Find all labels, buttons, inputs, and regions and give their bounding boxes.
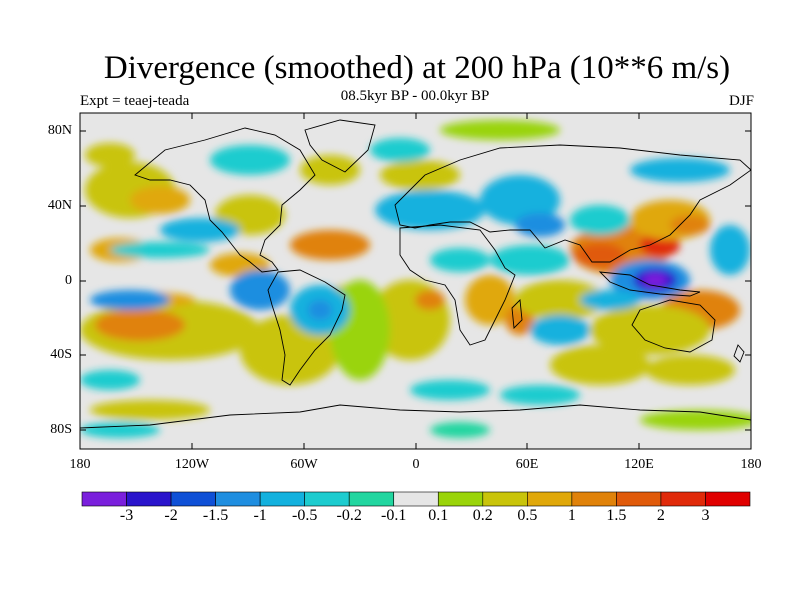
colorbar — [81, 491, 751, 507]
colorbar-label: -2 — [164, 507, 178, 524]
lon-tick-120w: 120W — [174, 457, 210, 472]
map-plot-area — [80, 113, 751, 449]
colorbar-box — [705, 491, 751, 507]
colorbar-label: -1.5 — [202, 507, 229, 524]
lon-tick-180w: 180 — [69, 457, 91, 472]
lat-tick-40S: 40S — [50, 347, 72, 362]
colorbar-box — [482, 491, 528, 507]
colorbar-label: -0.1 — [381, 507, 407, 524]
divergence-field — [80, 120, 751, 438]
colorbar-label: 0.1 — [428, 507, 449, 524]
colorbar-label: 0.2 — [472, 507, 493, 524]
colorbar-box — [170, 491, 216, 507]
colorbar-box — [437, 491, 484, 507]
axis-ticks — [80, 113, 751, 449]
colorbar-box — [259, 491, 305, 507]
colorbar-label: -0.5 — [291, 507, 318, 524]
colorbar-box — [215, 491, 261, 507]
colorbar-label: 2 — [656, 507, 665, 524]
lon-tick-120e: 120E — [624, 457, 654, 472]
season-label: DJF — [728, 93, 754, 109]
colorbar-box — [393, 491, 439, 507]
colorbar-label: 0.5 — [517, 507, 538, 524]
experiment-label: Expt = teaej-teada — [80, 93, 190, 109]
colorbar-box — [660, 491, 706, 507]
lat-tick-0: 0 — [65, 273, 72, 288]
period-label: 08.5kyr BP - 00.0kyr BP — [340, 88, 490, 104]
colorbar-label: 1 — [567, 507, 576, 524]
lat-tick-80N: 80N — [47, 123, 72, 138]
colorbar-label: 1.5 — [606, 507, 627, 524]
lon-tick-60e: 60E — [515, 457, 539, 472]
colorbar-box — [527, 491, 573, 507]
colorbar-label: -3 — [119, 507, 134, 524]
lon-tick-60w: 60W — [290, 457, 318, 472]
colorbar-box — [348, 491, 395, 507]
colorbar-box — [81, 491, 127, 507]
lon-tick-0: 0 — [412, 457, 420, 472]
colorbar-box — [616, 491, 662, 507]
lon-tick-180e: 180 — [740, 457, 762, 472]
lat-tick-80S: 80S — [50, 422, 72, 437]
plot-title: Divergence (smoothed) at 200 hPa (10**6 … — [103, 50, 731, 86]
colorbar-label: 3 — [701, 507, 710, 524]
coastlines — [80, 119, 751, 429]
colorbar-label: -0.2 — [336, 507, 362, 524]
lat-tick-40N: 40N — [47, 198, 72, 213]
colorbar-box — [126, 491, 172, 507]
colorbar-box — [571, 491, 617, 507]
colorbar-label: -1 — [253, 507, 267, 524]
colorbar-box — [304, 491, 350, 507]
